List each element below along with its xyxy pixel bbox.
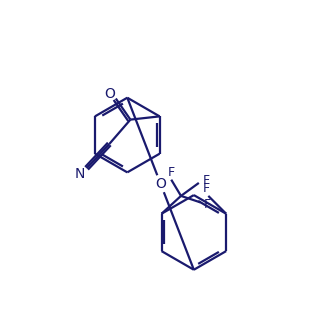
Text: F: F: [202, 174, 210, 187]
Text: F: F: [204, 199, 211, 211]
Text: F: F: [168, 166, 175, 179]
Text: O: O: [105, 87, 115, 100]
Text: O: O: [155, 177, 166, 191]
Text: F: F: [203, 182, 210, 195]
Text: N: N: [75, 167, 85, 181]
